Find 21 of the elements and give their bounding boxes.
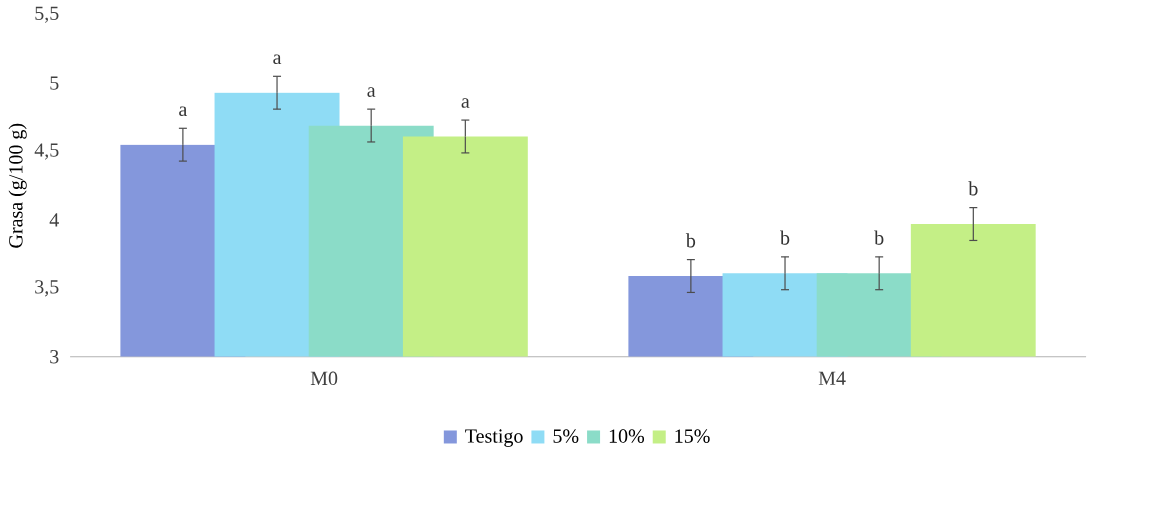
y-axis-title: Grasa (g/100 g) xyxy=(8,123,27,248)
legend-label: 5% xyxy=(553,429,579,443)
data-label: a xyxy=(461,98,470,108)
data-label: b xyxy=(874,230,884,245)
data-label: b xyxy=(968,181,978,196)
legend-label: 10% xyxy=(609,429,645,443)
data-label: a xyxy=(367,87,376,97)
data-label: b xyxy=(685,233,696,248)
x-tick-label: M4 xyxy=(818,371,846,385)
y-tick-label: 4,5 xyxy=(34,143,59,160)
x-tick-label: M0 xyxy=(310,371,338,386)
y-tick-label: 4 xyxy=(49,213,59,227)
data-label: a xyxy=(273,54,282,65)
y-tick-label: 5,5 xyxy=(35,6,59,23)
y-tick-label: 3,5 xyxy=(35,280,59,297)
legend-label: 15% xyxy=(675,429,710,443)
data-label: b xyxy=(780,230,790,245)
legend-label: Testigo xyxy=(465,429,523,447)
y-tick-label: 3 xyxy=(50,350,59,364)
data-label: a xyxy=(179,106,188,117)
y-tick-label: 5 xyxy=(50,76,59,90)
